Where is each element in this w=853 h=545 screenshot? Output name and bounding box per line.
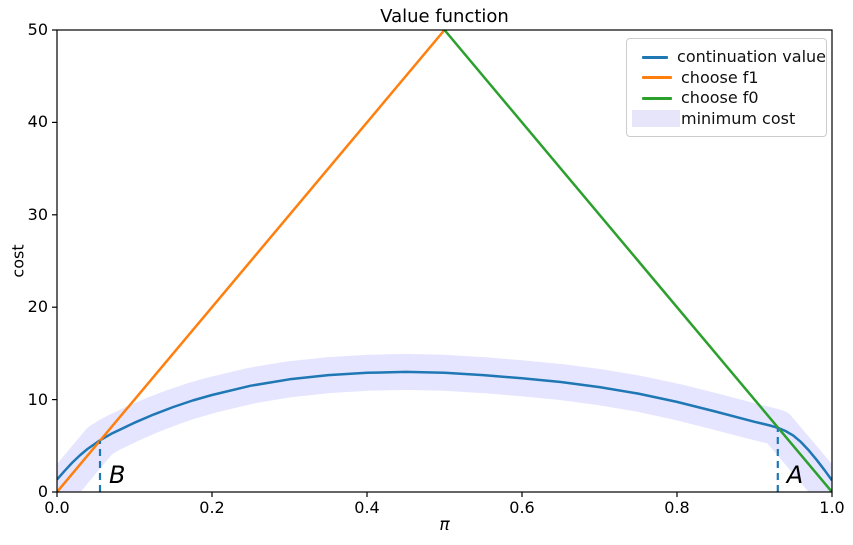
legend-line-swatch [642,55,669,59]
legend: continuation value choose f1 choose f0 m… [626,38,827,137]
legend-patch-swatch [632,110,680,128]
legend-label: choose f0 [681,88,759,108]
legend-item-minimum-cost: minimum cost [627,109,826,130]
x-tick-label: 0.0 [44,498,70,517]
x-axis-label: π [439,515,450,535]
x-tick-label: 0.8 [664,498,690,517]
annotation-label-A: A [786,461,804,489]
y-tick-label: 30 [27,204,48,224]
legend-label: minimum cost [681,108,796,128]
y-axis-label: cost [8,244,28,278]
x-tick-label: 0.6 [509,498,535,517]
series-minimum-cost-band [57,353,832,492]
x-tick-label: 1.0 [819,498,845,517]
legend-line-swatch [642,96,672,100]
axes-spines [56,29,833,493]
x-tick-label: 0.4 [354,498,380,517]
series-choose-f1 [57,30,446,492]
legend-item-choose-f1: choose f1 [627,68,826,89]
legend-label: continuation value [677,47,826,67]
legend-label: choose f1 [681,67,759,87]
y-tick-label: 0 [37,482,48,501]
x-tick-label: 0.2 [199,498,225,517]
y-tick-label: 50 [27,20,48,39]
y-tick-label: 40 [27,112,48,132]
chart-title: Value function [380,6,509,27]
series-choose-f0 [443,30,832,492]
y-tick-label: 20 [27,297,48,317]
annotation-label-B: B [109,461,126,489]
legend-item-continuation-value: continuation value [627,47,826,68]
y-tick-label: 10 [27,389,48,409]
legend-item-choose-f0: choose f0 [627,88,826,109]
series-continuation-value [57,370,832,482]
legend-line-swatch [642,76,672,80]
